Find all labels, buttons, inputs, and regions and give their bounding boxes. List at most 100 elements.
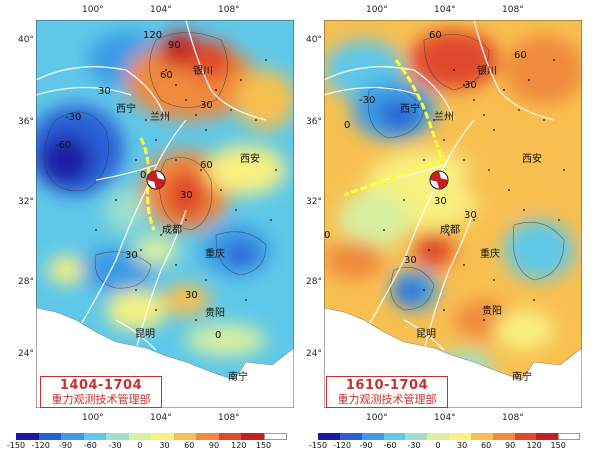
contour-label: 0 <box>140 170 147 181</box>
city-label-guiyang: 贵阳 <box>205 308 225 319</box>
station-dots <box>383 59 565 321</box>
colorbar-tick-label: -90 <box>359 441 373 450</box>
contour-label: 60 <box>160 70 173 81</box>
contour-label: 30 <box>98 86 111 97</box>
lon-label-top: 100° <box>82 5 104 15</box>
focal-mechanism-beachball <box>146 170 166 190</box>
colorbar-segment <box>128 433 152 440</box>
lon-label-bottom: 104° <box>434 413 456 423</box>
colorbar-segment <box>427 433 450 440</box>
city-label-lanzhou: 兰州 <box>434 112 454 123</box>
contour-label: 30 <box>200 100 213 111</box>
city-label-chongqing: 重庆 <box>480 249 500 260</box>
colorbar-segment <box>61 433 84 440</box>
contour-label: 90 <box>168 40 181 51</box>
colorbar-tick-label: 0 <box>435 441 441 450</box>
city-label-xian: 西安 <box>240 154 260 165</box>
contour-label: 60 <box>429 30 442 41</box>
period-stamp: 1610-1704 重力观测技术管理部 <box>326 376 448 408</box>
colorbar-segment <box>383 433 406 440</box>
colorbar-segment <box>536 433 559 440</box>
lon-label-top: 104° <box>434 5 456 15</box>
fault-lines <box>36 20 267 351</box>
seismic-fault-trace <box>139 137 156 231</box>
gravity-contour-map <box>324 20 582 408</box>
contour-label: 120 <box>143 30 163 41</box>
city-label-xining: 西宁 <box>116 104 136 115</box>
lon-label-bottom: 100° <box>366 413 388 423</box>
contour-label: -60 <box>55 140 72 151</box>
colorbar-tick-label: -60 <box>383 441 397 450</box>
lon-label-bottom: 104° <box>150 413 172 423</box>
period-text: 1610-1704 <box>345 378 429 393</box>
lat-label: 40° <box>306 35 322 45</box>
colorbar-tick-label: 60 <box>184 441 195 450</box>
focal-mechanism-beachball <box>429 170 449 190</box>
colorbar-segment <box>492 433 515 440</box>
colorbar-tick-label: -150 <box>308 441 328 450</box>
contour-label: -30 <box>359 95 376 106</box>
lon-label-top: 104° <box>150 5 172 15</box>
contour-label: 30 <box>404 255 417 266</box>
period-text: 1404-1704 <box>59 378 143 393</box>
lon-label-bottom: 108° <box>218 413 240 423</box>
lat-label: 36° <box>18 117 34 127</box>
contour-label: 0 <box>215 330 222 341</box>
lon-label-bottom: 108° <box>502 413 524 423</box>
lat-label: 24° <box>18 349 34 359</box>
lat-label: 40° <box>18 35 34 45</box>
station-dots <box>95 59 277 321</box>
city-label-kunming: 昆明 <box>135 329 155 340</box>
city-label-chongqing: 重庆 <box>205 249 225 260</box>
contour-label: 30 <box>464 80 477 91</box>
colorbar-segment <box>151 433 174 440</box>
gravity-map-panel-left: 100° 104° 108° 40° 36° 32° 28° 24° <box>0 0 302 452</box>
contour-label: 30 <box>180 190 193 201</box>
colorbar-tick-label: 90 <box>208 441 220 450</box>
colorbar-segment <box>16 433 39 440</box>
colorbar-segment <box>83 433 107 440</box>
gravity-map-panel-right: 100° 104° 108° 40° 36° 32° 28° 24° <box>304 0 606 452</box>
period-stamp: 1404-1704 重力观测技术管理部 <box>40 376 162 408</box>
colorbar-segment <box>196 433 219 440</box>
colorbar-tick-label: 90 <box>505 441 516 450</box>
lat-label: 28° <box>306 277 322 287</box>
colorbar-tick-label: 150 <box>255 441 272 450</box>
city-label-nanning: 南宁 <box>228 372 248 383</box>
city-label-xian: 西安 <box>522 154 542 165</box>
colorbar <box>318 433 581 440</box>
colorbar-tick-label: 120 <box>526 441 542 450</box>
gravity-field-fill <box>324 20 582 380</box>
colorbar-tick-label: -150 <box>6 441 26 450</box>
lat-label: 32° <box>18 197 34 207</box>
lon-label-bottom: 100° <box>82 413 104 423</box>
gravity-field-fill <box>36 20 294 380</box>
city-label-xining: 西宁 <box>400 104 420 115</box>
lon-label-top: 108° <box>218 5 240 15</box>
city-label-lanzhou: 兰州 <box>150 112 170 123</box>
contour-label: 30 <box>125 250 138 261</box>
contour-label: 0 <box>344 120 351 131</box>
colorbar-segment <box>449 433 472 440</box>
city-label-yinchuan: 银川 <box>477 66 497 77</box>
gravity-contour-map <box>36 20 294 408</box>
city-label-chengdu: 成都 <box>162 225 182 236</box>
contour-label: 60 <box>200 160 213 171</box>
colorbar-segment <box>218 433 242 440</box>
city-label-kunming: 昆明 <box>416 329 436 340</box>
lon-label-top: 108° <box>502 5 524 15</box>
colorbar-segment <box>173 433 197 440</box>
contour-label: 30 <box>434 196 447 207</box>
colorbar-tick-label: -30 <box>407 441 421 450</box>
lat-label: 24° <box>306 349 322 359</box>
city-label-guiyang: 贵阳 <box>482 306 502 317</box>
colorbar-segment <box>470 433 494 440</box>
colorbar-tick-label: -60 <box>83 441 97 450</box>
organization-text: 重力观测技术管理部 <box>51 393 151 406</box>
colorbar-segment <box>405 433 428 440</box>
colorbar-tick-label: 0 <box>137 441 143 450</box>
colorbar-segment <box>106 433 129 440</box>
colorbar-segment <box>514 433 537 440</box>
colorbar-segment <box>38 433 62 440</box>
contour-label: 0 <box>324 230 331 241</box>
